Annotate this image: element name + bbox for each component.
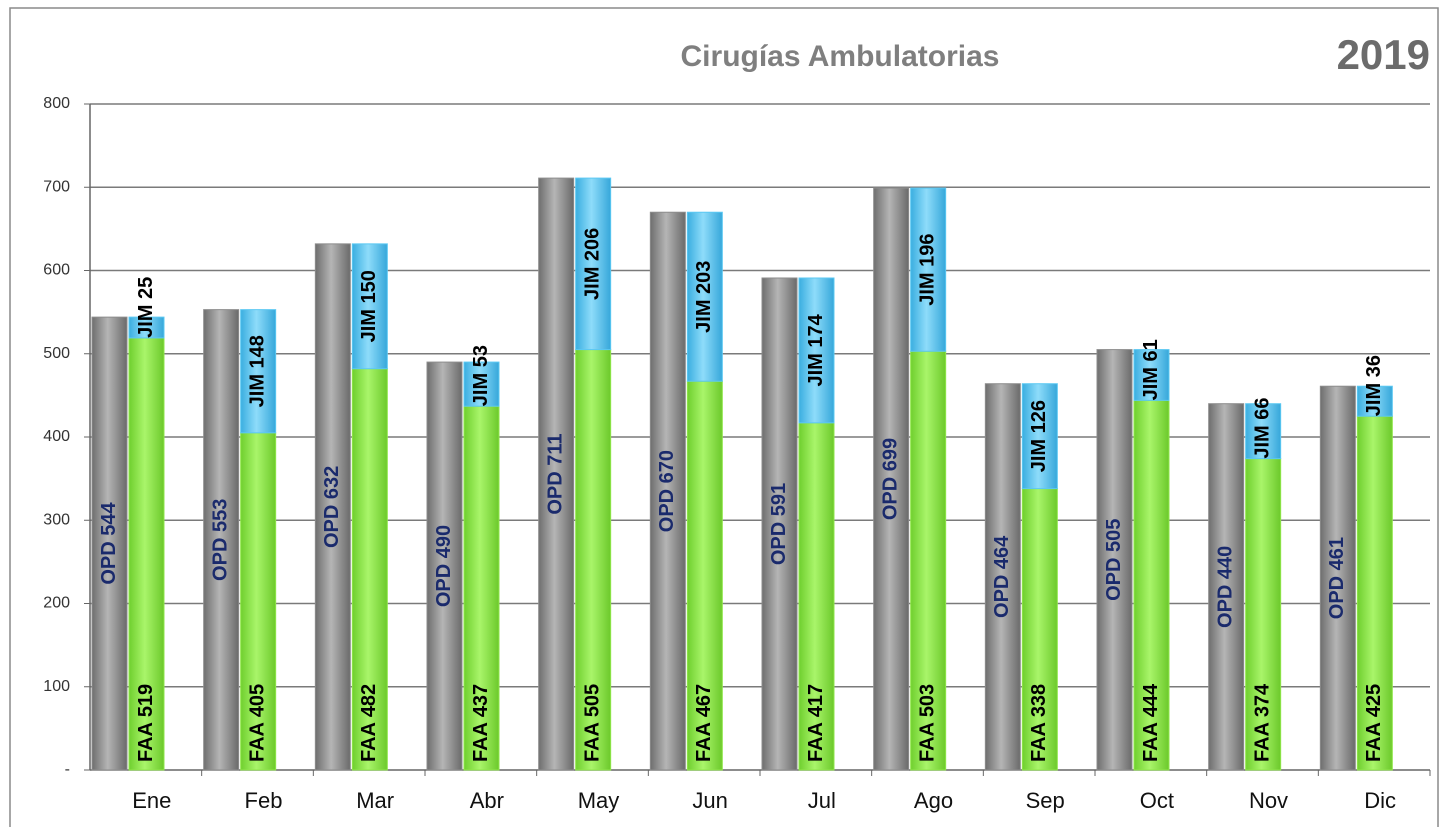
x-tick-label: Dic	[1364, 788, 1396, 813]
x-tick-label: Jul	[808, 788, 836, 813]
data-label: FAA 417	[805, 684, 827, 762]
bar	[1356, 415, 1393, 771]
data-label: FAA 405	[246, 684, 268, 762]
bar	[1133, 399, 1170, 771]
bar	[1021, 383, 1058, 490]
bar	[910, 187, 947, 352]
bar	[575, 349, 612, 771]
bar	[1133, 349, 1170, 401]
bar	[314, 243, 351, 771]
bar	[1356, 385, 1393, 417]
data-label: OPD 544	[98, 502, 120, 585]
bar	[426, 361, 463, 771]
y-tick-label: 200	[43, 595, 70, 612]
bar	[463, 405, 500, 771]
data-label: JIM 61	[1140, 339, 1162, 400]
bar	[1021, 488, 1058, 771]
bar	[798, 277, 835, 424]
data-label: JIM 148	[246, 335, 268, 407]
data-label: JIM 66	[1251, 397, 1273, 458]
bar	[984, 383, 1021, 771]
x-tick-label: Nov	[1249, 788, 1288, 813]
bar	[873, 187, 910, 771]
x-tick-label: Sep	[1026, 788, 1065, 813]
bar	[91, 316, 128, 771]
x-tick-label: Mar	[356, 788, 394, 813]
bar	[240, 309, 277, 434]
data-label: OPD 591	[768, 483, 790, 565]
x-tick-label: Feb	[245, 788, 283, 813]
data-label: OPD 440	[1214, 546, 1236, 628]
data-label: OPD 505	[1103, 519, 1125, 601]
y-tick-label: -	[65, 761, 70, 778]
data-label: JIM 25	[135, 277, 157, 338]
bar	[240, 432, 277, 771]
bar	[575, 177, 612, 351]
data-label: JIM 203	[693, 261, 715, 333]
data-label: OPD 711	[544, 433, 566, 514]
data-label: JIM 206	[581, 228, 603, 300]
chart-border	[9, 7, 1439, 832]
data-label: JIM 36	[1363, 355, 1385, 416]
bar	[686, 211, 723, 382]
data-label: JIM 126	[1028, 400, 1050, 472]
x-tick-label: May	[578, 788, 620, 813]
y-tick-label: 100	[43, 678, 70, 695]
bar	[128, 337, 165, 771]
bar	[463, 361, 500, 407]
bar	[686, 380, 723, 771]
bar	[203, 309, 240, 771]
y-tick-label: 800	[43, 95, 70, 112]
bar	[1245, 403, 1282, 460]
bar	[798, 422, 835, 771]
y-tick-label: 600	[43, 262, 70, 279]
bar	[1319, 385, 1356, 771]
x-tick-label: Jun	[692, 788, 727, 813]
bar	[649, 211, 686, 771]
x-tick-label: Abr	[470, 788, 504, 813]
data-label: OPD 553	[209, 499, 231, 581]
chart-title: Cirugías Ambulatorias	[681, 40, 1000, 73]
data-label: FAA 482	[358, 684, 380, 762]
data-label: OPD 461	[1326, 537, 1348, 619]
data-label: FAA 519	[135, 684, 157, 762]
y-tick-label: 300	[43, 511, 70, 528]
data-label: FAA 338	[1028, 684, 1050, 762]
data-label: OPD 464	[991, 535, 1013, 618]
data-label: OPD 490	[433, 525, 455, 607]
data-label: OPD 670	[656, 450, 678, 532]
bar	[351, 368, 388, 771]
data-label: JIM 53	[470, 345, 492, 406]
y-tick-label: 700	[43, 178, 70, 195]
bar	[1208, 403, 1245, 771]
x-tick-label: Ene	[132, 788, 171, 813]
bar	[1245, 458, 1282, 771]
data-label: FAA 467	[693, 684, 715, 762]
y-tick-label: 400	[43, 428, 70, 445]
data-label: FAA 503	[916, 684, 938, 762]
y-tick-label: 500	[43, 345, 70, 362]
data-label: FAA 444	[1140, 683, 1162, 762]
data-label: JIM 196	[916, 234, 938, 306]
data-label: JIM 150	[358, 270, 380, 342]
bar	[761, 277, 798, 771]
data-label: FAA 425	[1363, 684, 1385, 762]
chart-subtitle: 2019	[1337, 31, 1430, 78]
data-label: FAA 505	[581, 684, 603, 762]
data-label: JIM 174	[805, 313, 827, 386]
x-tick-label: Oct	[1140, 788, 1174, 813]
bar	[351, 243, 388, 370]
x-tick-label: Ago	[914, 788, 953, 813]
data-label: OPD 632	[321, 466, 343, 548]
bar	[1096, 349, 1133, 771]
bar	[538, 177, 575, 771]
data-label: FAA 374	[1251, 683, 1273, 762]
data-label: FAA 437	[470, 684, 492, 762]
bar	[128, 316, 165, 339]
bar	[910, 350, 947, 771]
data-label: OPD 699	[879, 438, 901, 520]
